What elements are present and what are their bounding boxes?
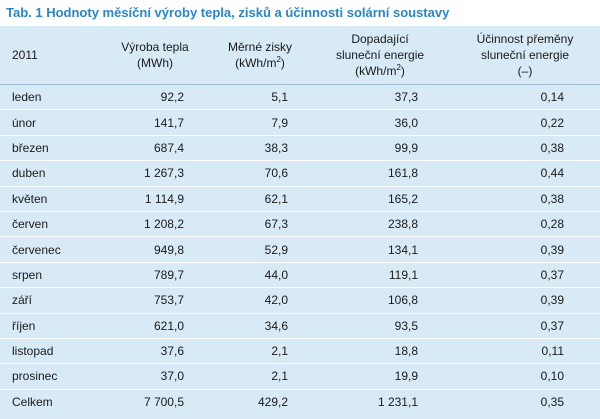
cell-month: červen [0, 211, 100, 238]
cell-efficiency: 0,37 [450, 313, 600, 339]
cell-month: duben [0, 160, 100, 187]
cell-production: 687,4 [100, 135, 210, 162]
cell-irradiation: 1 231,1 [377, 394, 418, 409]
cell-specific: 62,1 [210, 186, 310, 212]
table-row: květen 1 114,9 62,1 165,2 0,38 [0, 186, 600, 212]
cell-specific: 2,1 [210, 338, 310, 365]
cell-production: 37,6 [100, 338, 210, 365]
cell-production: 1 267,3 [100, 160, 210, 187]
header-efficiency-line1: Účinnost přeměny [476, 32, 574, 46]
header-specific-line1: Měrné zisky [227, 40, 292, 54]
table-row: únor 141,7 7,9 36,0 0,22 [0, 109, 600, 136]
table-caption: Tab. 1 Hodnoty měsíční výroby tepla, zis… [0, 0, 600, 26]
cell-month: říjen [0, 313, 100, 339]
cell-production: 7 700,5 [143, 394, 184, 409]
cell-irradiation: 93,5 [310, 313, 450, 339]
cell-month: březen [0, 135, 100, 162]
header-efficiency-line3: (–) [517, 64, 533, 78]
cell-efficiency: 0,10 [450, 363, 600, 390]
cell-production: 789,7 [100, 262, 210, 289]
table-row: srpen 789,7 44,0 119,1 0,37 [0, 262, 600, 289]
header-irradiation: Dopadající sluneční energie (kWh/m2) [310, 26, 450, 85]
table-row: červen 1 208,2 67,3 238,8 0,28 [0, 211, 600, 238]
cell-production: 949,8 [100, 236, 210, 263]
header-production: Výroba tepla (MWh) [100, 26, 210, 85]
cell-specific: 5,1 [210, 84, 310, 111]
table-row: leden 92,2 5,1 37,3 0,14 [0, 84, 600, 111]
cell-efficiency: 0,11 [450, 338, 600, 365]
cell-month: srpen [0, 262, 100, 289]
cell-production: 1 114,9 [100, 186, 210, 212]
cell-month: prosinec [0, 363, 100, 390]
cell-irradiation: 238,8 [310, 211, 450, 238]
header-production-line1: Výroba tepla [121, 40, 189, 54]
cell-month: Celkem [12, 394, 53, 409]
header-irradiation-line3: (kWh/m2) [355, 63, 405, 79]
cell-efficiency: 0,39 [450, 287, 600, 314]
cell-irradiation: 119,1 [310, 262, 450, 289]
cell-irradiation: 106,8 [310, 287, 450, 314]
cell-irradiation: 18,8 [310, 338, 450, 365]
table-row: září 753,7 42,0 106,8 0,39 [0, 287, 600, 314]
table-row: prosinec 37,0 2,1 19,9 0,10 [0, 363, 600, 390]
header-row: 2011 Výroba tepla (MWh) Měrné zisky (kWh… [0, 26, 600, 85]
cell-specific: 34,6 [210, 313, 310, 339]
cell-irradiation: 36,0 [310, 109, 450, 136]
table-row: březen 687,4 38,3 99,9 0,38 [0, 135, 600, 162]
cell-irradiation: 134,1 [310, 236, 450, 263]
cell-specific: 42,0 [210, 287, 310, 314]
cell-specific: 38,3 [210, 135, 310, 162]
cell-efficiency: 0,38 [450, 186, 600, 212]
cell-month: únor [0, 109, 100, 136]
header-year: 2011 [0, 26, 100, 85]
cell-specific: 70,6 [210, 160, 310, 187]
data-table: 2011 Výroba tepla (MWh) Měrné zisky (kWh… [0, 26, 600, 414]
header-irradiation-line2: sluneční energie [335, 48, 425, 62]
header-irradiation-line1: Dopadající [351, 32, 409, 46]
cell-specific: 429,2 [257, 394, 288, 409]
cell-irradiation: 37,3 [310, 84, 450, 111]
header-specific-gains: Měrné zisky (kWh/m2) [210, 26, 310, 85]
cell-production: 37,0 [100, 363, 210, 390]
cell-specific: 67,3 [210, 211, 310, 238]
cell-specific: 7,9 [210, 109, 310, 136]
cell-month: květen [0, 186, 100, 212]
cell-efficiency: 0,28 [450, 211, 600, 238]
header-efficiency: Účinnost přeměny sluneční energie (–) [450, 26, 600, 85]
cell-irradiation: 19,9 [310, 363, 450, 390]
cell-specific: 2,1 [210, 363, 310, 390]
cell-production: 621,0 [100, 313, 210, 339]
cell-efficiency: 0,39 [450, 236, 600, 263]
cell-irradiation: 165,2 [310, 186, 450, 212]
cell-production: 92,2 [100, 84, 210, 111]
cell-month: listopad [0, 338, 100, 365]
table-row: červenec 949,8 52,9 134,1 0,39 [0, 236, 600, 263]
header-efficiency-line2: sluneční energie [480, 48, 570, 62]
table-row: říjen 621,0 34,6 93,5 0,37 [0, 313, 600, 339]
cell-efficiency: 0,35 [540, 394, 564, 409]
cell-month: září [0, 287, 100, 314]
cell-specific: 44,0 [210, 262, 310, 289]
cell-irradiation: 99,9 [310, 135, 450, 162]
total-row: Celkem 7 700,5 429,2 1 231,1 0,35 [0, 389, 600, 414]
cell-efficiency: 0,37 [450, 262, 600, 289]
header-specific-line2: (kWh/m2) [235, 55, 285, 71]
cell-efficiency: 0,44 [450, 160, 600, 187]
cell-irradiation: 161,8 [310, 160, 450, 187]
cell-efficiency: 0,22 [450, 109, 600, 136]
cell-production: 1 208,2 [100, 211, 210, 238]
cell-specific: 52,9 [210, 236, 310, 263]
table-row: listopad 37,6 2,1 18,8 0,11 [0, 338, 600, 365]
cell-production: 141,7 [100, 109, 210, 136]
header-production-line2: (MWh) [137, 56, 173, 70]
cell-production: 753,7 [100, 287, 210, 314]
cell-efficiency: 0,14 [450, 84, 600, 111]
cell-month: červenec [0, 236, 100, 263]
cell-month: leden [0, 84, 100, 111]
cell-efficiency: 0,38 [450, 135, 600, 162]
table-row: duben 1 267,3 70,6 161,8 0,44 [0, 160, 600, 187]
